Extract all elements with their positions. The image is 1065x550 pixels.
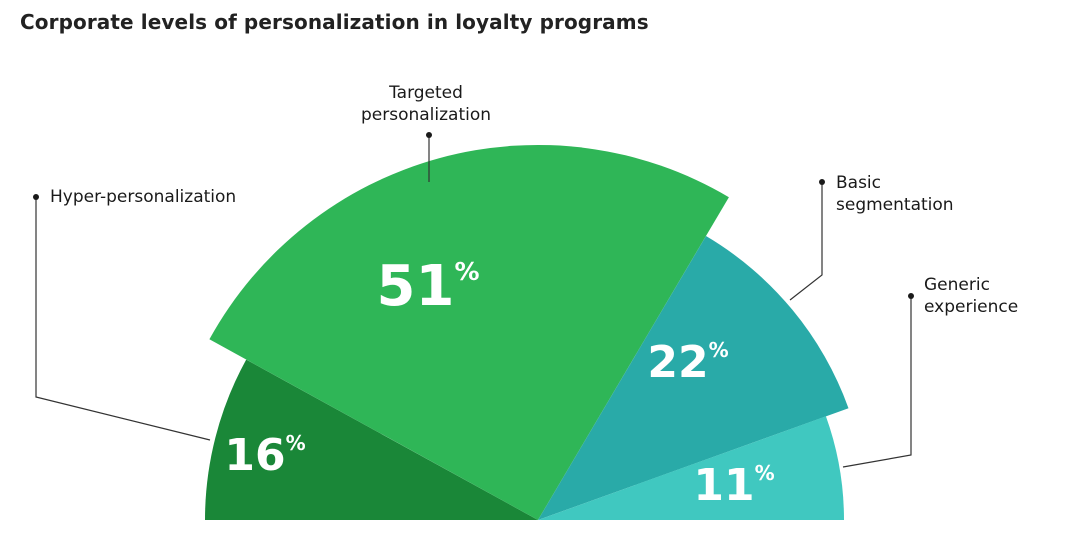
leader-line-generic <box>842 296 912 468</box>
pie-slice-targeted <box>209 144 729 520</box>
pie-slice-basic <box>538 236 849 520</box>
category-label-line: segmentation <box>836 195 954 215</box>
category-label-basic: Basic segmentation <box>836 173 954 215</box>
value-number: 22 <box>647 337 708 388</box>
category-label-line: Targeted <box>388 83 463 103</box>
chart-title: Corporate levels of personalization in l… <box>20 10 649 34</box>
value-label-basic: 22% <box>647 337 728 388</box>
category-label-line: personalization <box>361 105 491 125</box>
leader-dot-generic <box>908 293 914 299</box>
value-unit: % <box>286 431 306 455</box>
leader-dot-targeted <box>426 132 432 138</box>
category-label-line: Generic <box>924 275 990 295</box>
value-number: 16 <box>224 430 285 481</box>
category-label-hyper: Hyper-personalization <box>50 187 236 207</box>
value-number: 11 <box>693 460 754 511</box>
pie-slice-generic <box>538 416 844 520</box>
leader-line-basic <box>789 182 823 301</box>
value-unit: % <box>755 461 775 485</box>
value-label-hyper: 16% <box>224 430 305 481</box>
pie-slice-hyper <box>205 359 538 520</box>
value-label-targeted: 51% <box>377 254 480 319</box>
category-label-line: Basic <box>836 173 881 193</box>
value-unit: % <box>709 338 729 362</box>
value-unit: % <box>454 257 479 286</box>
leader-dot-hyper <box>33 194 39 200</box>
category-label-line: experience <box>924 297 1018 317</box>
category-label-targeted: Targeted personalization <box>361 83 491 125</box>
category-label-line: Hyper-personalization <box>50 187 236 207</box>
value-number: 51 <box>377 254 455 319</box>
value-label-generic: 11% <box>693 460 774 511</box>
category-label-generic: Generic experience <box>924 275 1018 317</box>
leader-line-hyper <box>35 197 211 441</box>
leader-dot-basic <box>819 179 825 185</box>
